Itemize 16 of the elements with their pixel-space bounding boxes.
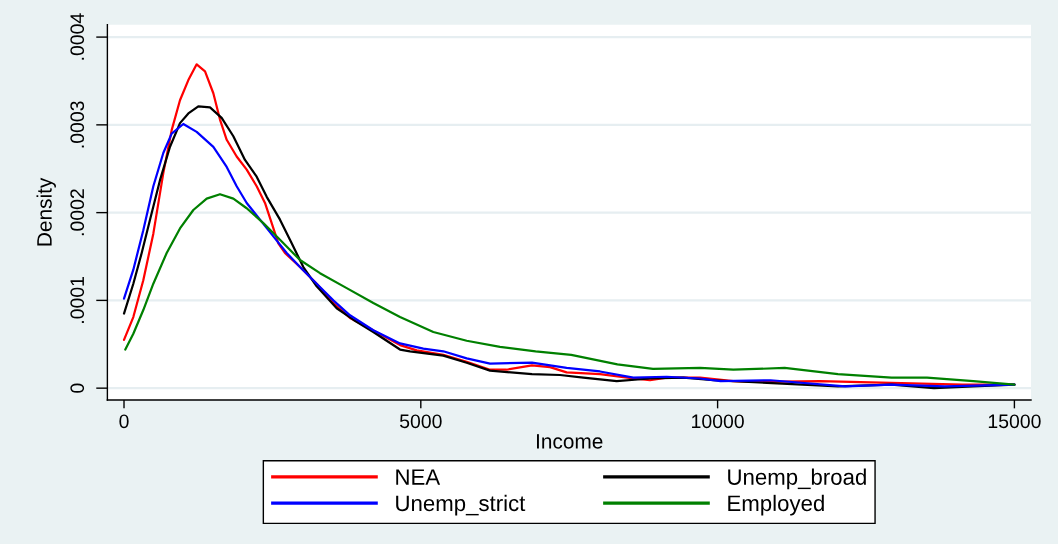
y-tick-label: .0004 <box>70 13 85 60</box>
x-tick-label: 10000 <box>692 414 744 429</box>
x-tick-label: 5000 <box>399 414 442 429</box>
y-axis-title: Density <box>36 177 56 246</box>
x-tick-label: 0 <box>119 414 129 429</box>
legend-label: NEA <box>396 469 441 485</box>
line-series <box>124 193 1016 386</box>
y-tick-label: .0001 <box>70 277 85 323</box>
y-tick-label: 0 <box>70 383 85 393</box>
x-tick-label: 15000 <box>988 414 1041 429</box>
legend-label: Employed <box>728 494 824 516</box>
legend-label: Unemp_strict <box>396 494 526 516</box>
y-tick-label: .0003 <box>70 101 85 148</box>
legend-label: Unemp_broad <box>728 468 866 490</box>
x-axis-title: Income <box>536 434 603 449</box>
y-tick-label: .0002 <box>70 189 85 236</box>
